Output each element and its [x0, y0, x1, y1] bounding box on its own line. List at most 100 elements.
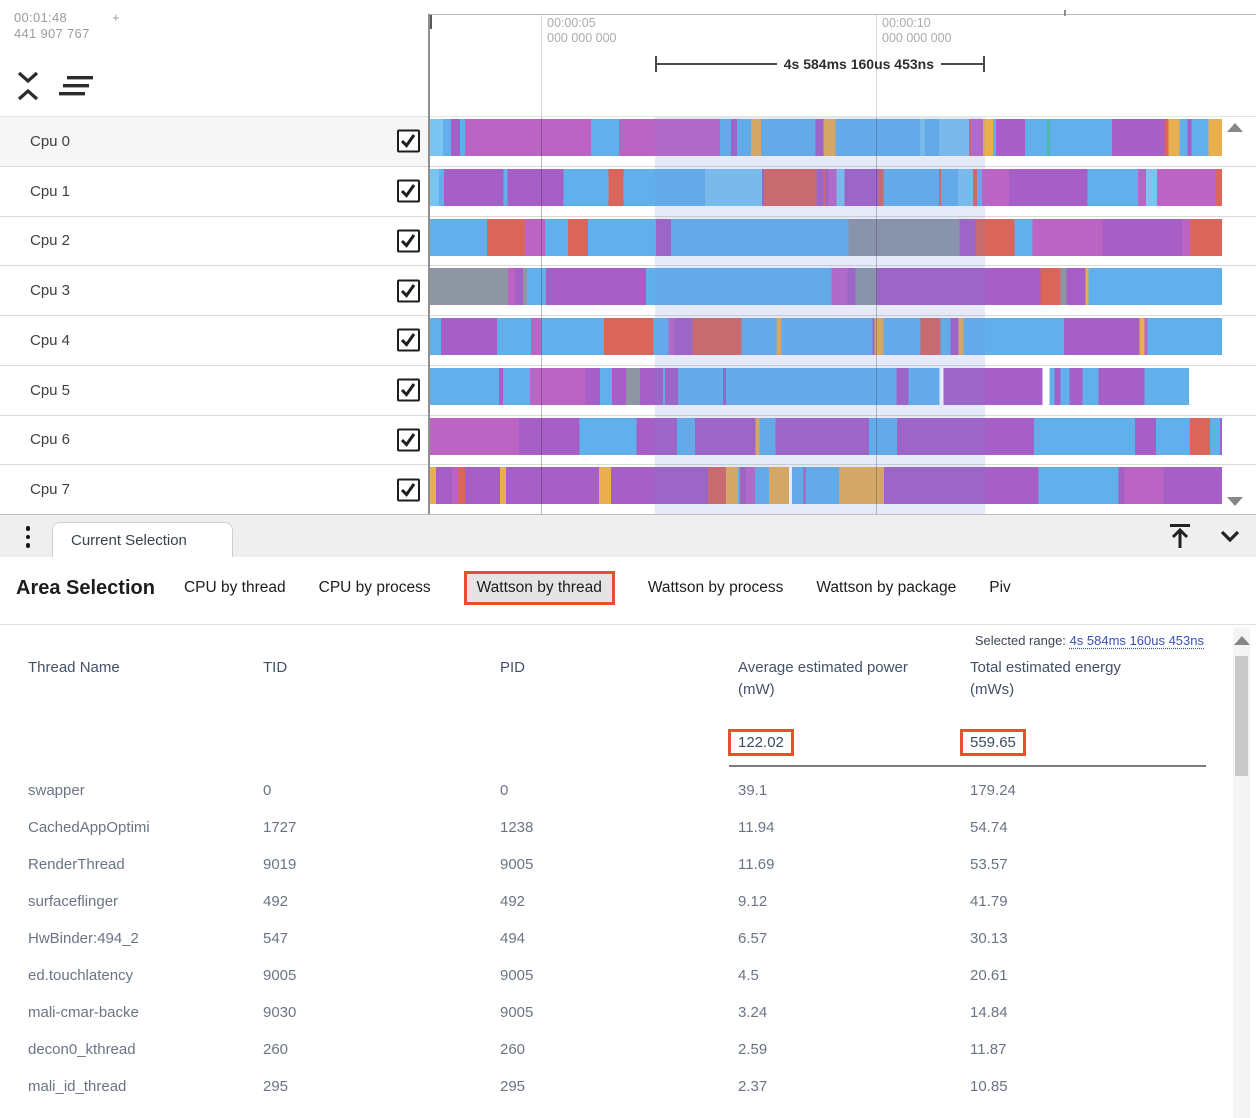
track-timeline[interactable] [430, 216, 1256, 266]
checkmark-icon [400, 482, 416, 497]
details-scrollbar-thumb[interactable] [1235, 656, 1248, 776]
track-slices[interactable] [430, 268, 1222, 306]
track-label[interactable]: Cpu 1 [0, 166, 430, 216]
track-slices[interactable] [430, 119, 1222, 156]
table-row[interactable]: swapper 0 0 39.1 179.24 [0, 772, 1206, 809]
cell-thread-name: ed.touchlatency [28, 967, 134, 984]
cell-tid: 492 [263, 893, 289, 910]
panel-title: Area Selection [16, 576, 155, 599]
track-checkbox[interactable] [397, 428, 420, 452]
table-row[interactable]: RenderThread 9019 9005 11.69 53.57 [0, 846, 1206, 883]
track-list: Cpu 0 Cpu 1 Cpu 2 Cpu 3 Cpu 4 Cpu 5 Cpu 6 Cpu 7 [0, 116, 1256, 515]
tab-wattson-by-package[interactable]: Wattson by package [816, 579, 957, 596]
track-checkbox[interactable] [397, 179, 420, 203]
area-selection-overlay[interactable] [655, 117, 985, 515]
tab-current-selection-label: Current Selection [71, 532, 187, 549]
track-slices[interactable] [430, 218, 1222, 256]
track-row-cpu-5: Cpu 5 [0, 365, 1256, 416]
track-slices[interactable] [430, 467, 1222, 505]
track-timeline[interactable] [430, 316, 1256, 365]
cell-tid: 9030 [263, 1004, 297, 1021]
selected-range-value-link[interactable]: 4s 584ms 160us 453ns [1069, 633, 1204, 648]
track-timeline[interactable] [430, 365, 1256, 415]
tracks-scroll-up-arrow[interactable] [1227, 123, 1243, 132]
cell-pid: 1238 [500, 819, 534, 836]
track-checkbox[interactable] [397, 229, 420, 253]
overview-timeline-border [428, 14, 1256, 15]
tab-current-selection[interactable]: Current Selection [52, 522, 233, 558]
drawer-tab-bar: Current Selection [0, 514, 1256, 558]
checkmark-icon [400, 333, 416, 348]
track-row-cpu-1: Cpu 1 [0, 166, 1256, 217]
column-header-pid[interactable]: PID [500, 659, 526, 676]
column-header-tid[interactable]: TID [263, 659, 288, 676]
column-header-thread-name[interactable]: Thread Name [28, 659, 120, 676]
table-row[interactable]: mali_id_thread 295 295 2.37 10.85 [0, 1068, 1206, 1105]
table-header-row: Thread Name TID PID Average estimated po… [0, 657, 1206, 701]
cell-avg-power: 11.69 [738, 856, 775, 873]
cursor-timestamp-subseconds: 441 907 767 [14, 26, 90, 41]
track-row-cpu-6: Cpu 6 [0, 415, 1256, 466]
cell-thread-name: HwBinder:494_2 [28, 930, 139, 947]
cell-avg-power: 6.57 [738, 930, 768, 947]
drawer-menu-button[interactable] [20, 522, 36, 552]
track-slices[interactable] [430, 417, 1222, 455]
cell-total-energy: 20.61 [970, 967, 1008, 984]
track-checkbox[interactable] [397, 328, 420, 352]
collapse-all-tracks-button[interactable] [12, 70, 44, 102]
track-checkbox[interactable] [397, 378, 420, 402]
cell-thread-name: swapper [28, 782, 85, 799]
track-name: Cpu 3 [30, 282, 71, 300]
track-checkbox[interactable] [397, 279, 420, 303]
track-label[interactable]: Cpu 7 [0, 465, 430, 514]
cell-pid: 260 [500, 1041, 526, 1058]
unfold-less-icon [15, 70, 41, 102]
track-row-cpu-4: Cpu 4 [0, 316, 1256, 366]
table-row[interactable]: ed.touchlatency 9005 9005 4.5 20.61 [0, 957, 1206, 994]
track-label[interactable]: Cpu 2 [0, 216, 430, 266]
track-timeline[interactable] [430, 465, 1256, 514]
track-row-cpu-0: Cpu 0 [0, 117, 1256, 167]
table-row[interactable]: mali-cmar-backe 9030 9005 3.24 14.84 [0, 994, 1206, 1031]
collapse-panel-button[interactable] [1214, 520, 1246, 552]
tracks-scroll-down-arrow[interactable] [1227, 497, 1243, 506]
track-slices[interactable] [430, 367, 1222, 405]
cell-tid: 1727 [263, 819, 297, 836]
tab-pivot[interactable]: Piv [989, 579, 1011, 596]
track-timeline[interactable] [430, 117, 1256, 166]
measure-line [941, 62, 983, 65]
table-row[interactable]: surfaceflinger 492 492 9.12 41.79 [0, 883, 1206, 920]
expand-panel-button[interactable] [1164, 520, 1196, 552]
track-label[interactable]: Cpu 5 [0, 365, 430, 415]
selection-duration-ruler[interactable]: 4s 584ms 160us 453ns [655, 55, 985, 72]
sort-tracks-button[interactable] [59, 70, 93, 102]
tab-cpu-by-thread[interactable]: CPU by thread [183, 579, 286, 596]
track-label[interactable]: Cpu 0 [0, 117, 430, 166]
column-header-avg-power[interactable]: Average estimated power (mW) [738, 659, 908, 698]
track-timeline[interactable] [430, 415, 1256, 465]
table-row[interactable]: CachedAppOptimi 1727 1238 11.94 54.74 [0, 809, 1206, 846]
track-checkbox[interactable] [397, 129, 420, 153]
track-slices[interactable] [430, 318, 1222, 355]
cell-total-energy: 41.79 [970, 893, 1008, 910]
track-timeline[interactable] [430, 266, 1256, 315]
track-slices[interactable] [430, 168, 1222, 206]
track-label[interactable]: Cpu 4 [0, 316, 430, 365]
track-timeline[interactable] [430, 166, 1256, 216]
tab-wattson-by-thread[interactable]: Wattson by thread [463, 571, 615, 605]
track-checkbox[interactable] [397, 478, 420, 502]
track-label[interactable]: Cpu 6 [0, 415, 430, 465]
column-header-total-energy[interactable]: Total estimated energy (mWs) [970, 659, 1121, 698]
tab-cpu-by-process[interactable]: CPU by process [318, 579, 431, 596]
table-row[interactable]: HwBinder:494_2 547 494 6.57 30.13 [0, 920, 1206, 957]
details-scroll-up-arrow[interactable] [1234, 636, 1250, 645]
cell-avg-power: 39.1 [738, 782, 768, 799]
track-name: Cpu 6 [30, 431, 71, 449]
cell-tid: 547 [263, 930, 289, 947]
track-name: Cpu 5 [30, 381, 71, 399]
details-scrollbar[interactable] [1233, 628, 1250, 1118]
table-row[interactable]: decon0_kthread 260 260 2.59 11.87 [0, 1031, 1206, 1068]
track-label[interactable]: Cpu 3 [0, 266, 430, 315]
cell-avg-power: 2.37 [738, 1078, 768, 1095]
tab-wattson-by-process[interactable]: Wattson by process [647, 579, 784, 596]
